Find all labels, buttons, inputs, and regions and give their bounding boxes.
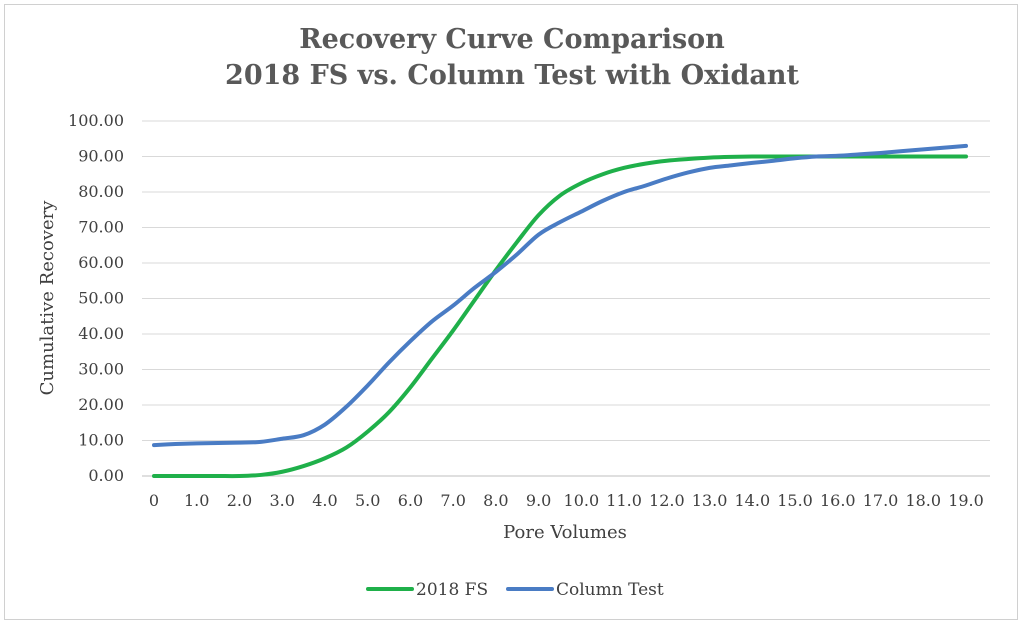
x-tick-label: 12.0: [649, 491, 685, 510]
chart-frame: [4, 4, 1018, 620]
y-tick-label: 20.00: [78, 395, 124, 414]
series-line-column-test: [152, 143, 968, 448]
chart-title-line2: 2018 FS vs. Column Test with Oxidant: [225, 60, 799, 91]
chart-title: Recovery Curve Comparison 2018 FS vs. Co…: [0, 22, 1024, 94]
x-tick-label: 13.0: [692, 491, 728, 510]
y-tick-label: 0.00: [88, 466, 124, 485]
legend-label: Column Test: [556, 580, 664, 600]
x-tick-label: 17.0: [863, 491, 899, 510]
y-tick-label: 70.00: [78, 218, 124, 237]
y-axis-ticks: 0.00 10.00 20.00 30.00 40.00 50.00 60.00 70.00 8…: [68, 111, 124, 485]
x-tick-label: 14.0: [735, 491, 771, 510]
legend: 2018 FS Column Test: [366, 580, 664, 600]
x-tick-label: 19.0: [948, 491, 984, 510]
grid-lines: [142, 120, 990, 477]
x-tick-label: 18.0: [905, 491, 941, 510]
series-lines: [152, 143, 968, 479]
y-axis-label: Cumulative Recovery: [37, 200, 58, 396]
x-tick-label: 9.0: [526, 491, 551, 510]
legend-item: Column Test: [506, 580, 664, 600]
y-tick-label: 30.00: [78, 360, 124, 379]
series-line-fs2018: [152, 154, 968, 479]
x-tick-label: 4.0: [312, 491, 337, 510]
y-tick-label: 10.00: [78, 431, 124, 450]
x-tick-label: 7.0: [440, 491, 465, 510]
x-tick-label: 3.0: [269, 491, 294, 510]
y-tick-label: 40.00: [78, 324, 124, 343]
y-tick-label: 80.00: [78, 182, 124, 201]
x-tick-label: 0: [149, 491, 159, 510]
chart-title-line1: Recovery Curve Comparison: [299, 24, 725, 55]
x-tick-label: 2.0: [227, 491, 252, 510]
x-tick-label: 16.0: [820, 491, 856, 510]
y-tick-label: 50.00: [78, 289, 124, 308]
x-tick-label: 10.0: [564, 491, 600, 510]
y-tick-label: 60.00: [78, 253, 124, 272]
x-tick-label: 5.0: [355, 491, 380, 510]
x-tick-label: 1.0: [184, 491, 209, 510]
x-tick-label: 11.0: [606, 491, 642, 510]
legend-item: 2018 FS: [366, 580, 488, 600]
x-tick-label: 15.0: [777, 491, 813, 510]
x-axis-label: Pore Volumes: [503, 522, 627, 543]
y-tick-label: 90.00: [78, 147, 124, 166]
x-tick-label: 8.0: [483, 491, 508, 510]
x-tick-label: 6.0: [398, 491, 423, 510]
legend-label: 2018 FS: [416, 580, 488, 600]
y-tick-label: 100.00: [68, 111, 124, 130]
x-axis-ticks: 0 1.0 2.0 3.0 4.0 5.0 6.0 7.0 8.0 9.0 10.0 11.0 12.0…: [149, 491, 984, 510]
